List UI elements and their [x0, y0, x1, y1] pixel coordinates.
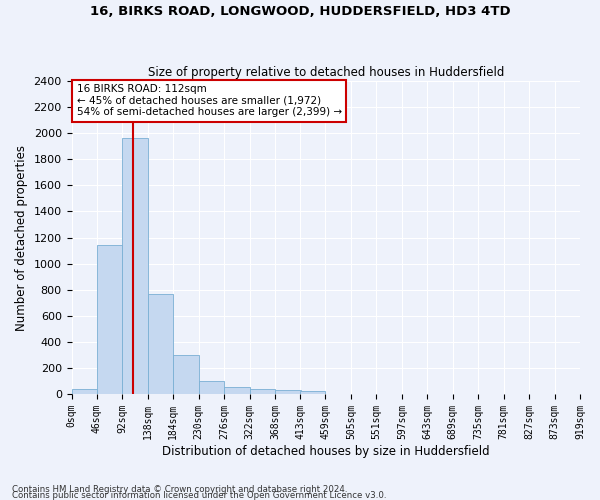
Bar: [122, 138, 148, 394]
Bar: [300, 392, 325, 394]
Bar: [173, 355, 199, 394]
Text: Contains HM Land Registry data © Crown copyright and database right 2024.: Contains HM Land Registry data © Crown c…: [12, 484, 347, 494]
Text: Contains public sector information licensed under the Open Government Licence v3: Contains public sector information licen…: [12, 490, 386, 500]
Title: Size of property relative to detached houses in Huddersfield: Size of property relative to detached ho…: [148, 66, 504, 78]
Bar: [250, 389, 275, 394]
Text: 16 BIRKS ROAD: 112sqm
← 45% of detached houses are smaller (1,972)
54% of semi-d: 16 BIRKS ROAD: 112sqm ← 45% of detached …: [77, 84, 342, 117]
Bar: [199, 381, 224, 394]
Bar: [148, 294, 173, 394]
X-axis label: Distribution of detached houses by size in Huddersfield: Distribution of detached houses by size …: [162, 444, 490, 458]
Bar: [71, 389, 97, 394]
Y-axis label: Number of detached properties: Number of detached properties: [15, 144, 28, 330]
Text: 16, BIRKS ROAD, LONGWOOD, HUDDERSFIELD, HD3 4TD: 16, BIRKS ROAD, LONGWOOD, HUDDERSFIELD, …: [89, 5, 511, 18]
Bar: [97, 246, 122, 394]
Bar: [275, 390, 301, 394]
Bar: [224, 388, 250, 394]
